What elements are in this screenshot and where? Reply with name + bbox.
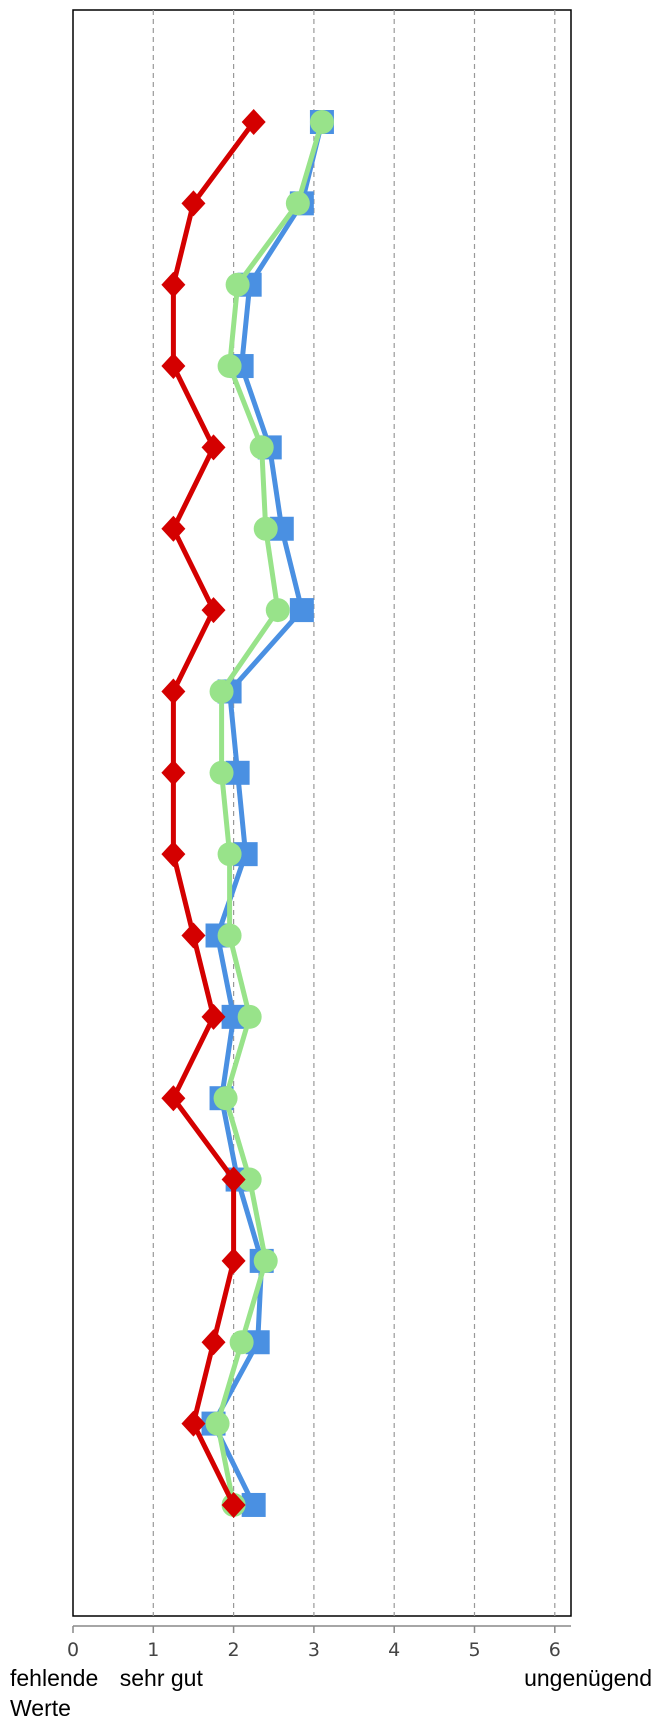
series-1-point-7 xyxy=(209,679,234,704)
series-1-point-1 xyxy=(285,191,310,216)
series-2-point-4 xyxy=(201,434,226,461)
series-1-point-4 xyxy=(249,435,274,460)
category-label-2-line-0: ungenügend xyxy=(524,1665,652,1691)
series-2-point-6 xyxy=(201,597,226,624)
grid-lines xyxy=(152,10,556,1616)
series-1-point-0 xyxy=(309,110,334,134)
series-2-point-7 xyxy=(161,678,186,705)
series-1-point-2 xyxy=(225,272,250,297)
series-2-point-5 xyxy=(161,515,186,542)
category-label-1-line-0: sehr gut xyxy=(120,1665,204,1691)
series-2-point-0 xyxy=(241,109,266,135)
series-1-point-9 xyxy=(217,842,242,867)
series-0-line xyxy=(211,119,325,1508)
series-2-point-11 xyxy=(201,1003,226,1030)
series-1-point-16 xyxy=(205,1411,230,1436)
series-2-point-12 xyxy=(161,1085,186,1112)
x-axis-ticks: 0 1 2 3 4 5 6 xyxy=(67,1626,561,1661)
tick-label-6: 6 xyxy=(549,1639,561,1661)
series-1-line xyxy=(215,119,325,1508)
series-1-point-10 xyxy=(217,923,242,948)
series-2-point-1 xyxy=(181,190,206,217)
series-1-point-5 xyxy=(253,516,278,541)
tick-label-5: 5 xyxy=(468,1639,480,1661)
tick-label-4: 4 xyxy=(388,1639,400,1661)
tick-label-1: 1 xyxy=(147,1639,159,1661)
series-0-point-17 xyxy=(241,1492,266,1517)
tick-label-0: 0 xyxy=(67,1639,79,1661)
series-1-circle xyxy=(205,110,334,1517)
series-2-line xyxy=(170,119,257,1508)
series-2-point-9 xyxy=(161,841,186,868)
series-1-point-11 xyxy=(237,1004,262,1029)
series-1-point-15 xyxy=(229,1330,254,1355)
series-1-point-3 xyxy=(217,354,242,379)
series-2-point-17 xyxy=(221,1491,246,1518)
category-label-0-line-1: Werte xyxy=(10,1695,71,1720)
series-2-diamond xyxy=(161,109,266,1518)
series-layer xyxy=(161,109,334,1518)
series-2-point-16 xyxy=(181,1410,206,1437)
series-2-point-8 xyxy=(161,759,186,786)
series-1-point-8 xyxy=(209,760,234,785)
series-2-point-14 xyxy=(221,1247,246,1274)
category-label-0-line-0: fehlende xyxy=(10,1665,98,1691)
tick-label-3: 3 xyxy=(308,1639,320,1661)
series-2-point-10 xyxy=(181,922,206,949)
plot-frame xyxy=(72,9,572,1617)
series-1-point-14 xyxy=(253,1248,278,1273)
x-category-labels: fehlende Werte sehr gut ungenügend xyxy=(10,1665,652,1720)
tick-label-2: 2 xyxy=(228,1639,240,1661)
series-2-point-3 xyxy=(161,353,186,380)
series-2-point-15 xyxy=(201,1329,226,1356)
series-1-point-6 xyxy=(265,598,290,623)
series-1-point-13 xyxy=(237,1167,262,1192)
series-2-point-2 xyxy=(161,271,186,298)
series-2-point-13 xyxy=(221,1166,246,1193)
series-1-point-12 xyxy=(213,1086,238,1111)
series-0-point-6 xyxy=(289,598,314,623)
